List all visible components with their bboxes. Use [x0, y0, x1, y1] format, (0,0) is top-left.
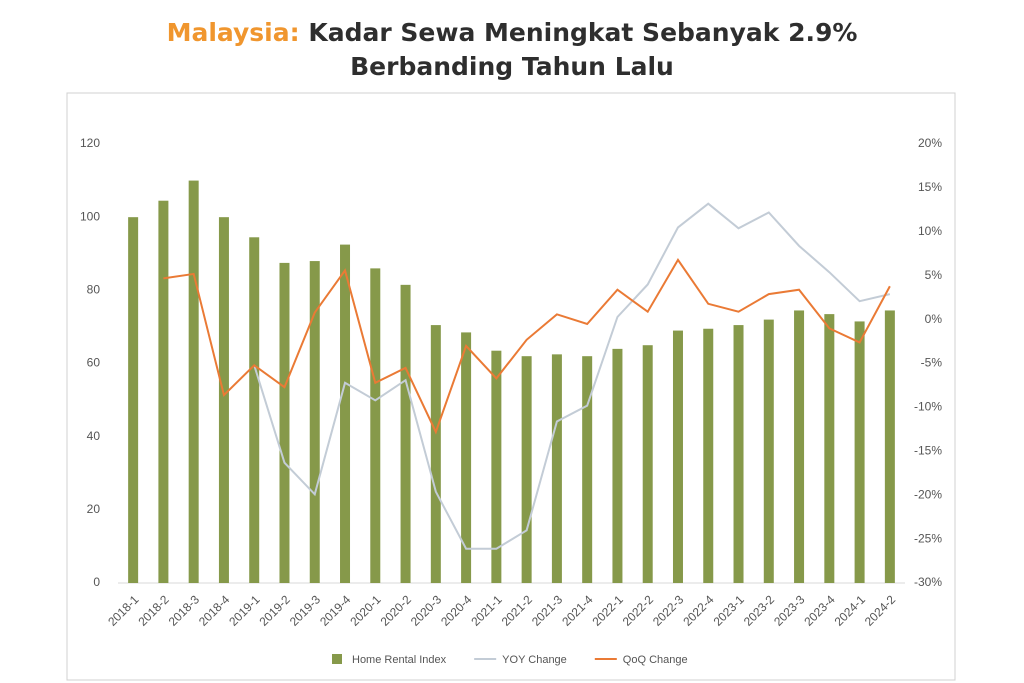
- legend-label: QoQ Change: [623, 654, 688, 666]
- bar: [491, 350, 502, 583]
- bar: [824, 314, 835, 583]
- bar: [370, 268, 381, 583]
- x-tick-label: 2019-4: [317, 592, 354, 629]
- bar: [188, 180, 199, 584]
- x-tick-label: 2022-2: [620, 592, 657, 629]
- x-tick-label: 2018-3: [166, 592, 203, 629]
- title-prefix: Malaysia:: [166, 18, 300, 47]
- bar: [400, 284, 411, 583]
- bar: [461, 332, 472, 583]
- x-tick-label: 2018-4: [196, 592, 233, 629]
- x-tick-label: 2018-2: [135, 592, 172, 629]
- line: [253, 202, 891, 550]
- x-tick-label: 2022-4: [680, 592, 717, 629]
- bar: [733, 325, 744, 583]
- y-tick-label: 40: [87, 429, 101, 443]
- bar: [521, 356, 532, 583]
- y2-tick-label: 20%: [918, 136, 942, 150]
- y2-tick-label: -5%: [921, 356, 943, 370]
- chart-frame: [66, 92, 956, 681]
- x-tick-label: 2022-3: [650, 592, 687, 629]
- bar: [340, 244, 351, 583]
- bar: [218, 217, 229, 583]
- x-tick-label: 2020-3: [408, 592, 445, 629]
- x-tick-label: 2020-1: [347, 592, 384, 629]
- y2-tick-label: 10%: [918, 224, 942, 238]
- y-tick-label: 0: [93, 575, 100, 589]
- bar: [703, 328, 714, 583]
- y2-tick-label: 5%: [925, 268, 943, 282]
- x-tick-label: 2024-2: [862, 592, 899, 629]
- y2-tick-label: -20%: [914, 487, 942, 501]
- title-text: Kadar Sewa Meningkat Sebanyak 2.9% Berba…: [308, 18, 858, 81]
- x-tick-label: 2021-4: [559, 592, 596, 629]
- x-tick-label: 2023-4: [801, 592, 838, 629]
- y2-tick-label: -15%: [914, 443, 942, 457]
- bar: [794, 310, 805, 583]
- bar: [158, 200, 169, 583]
- x-tick-label: 2019-1: [226, 592, 263, 629]
- x-tick-label: 2024-1: [832, 592, 869, 629]
- chart-title: Malaysia: Kadar Sewa Meningkat Sebanyak …: [92, 16, 932, 84]
- bar: [249, 237, 260, 583]
- bar: [430, 325, 441, 583]
- y-tick-label: 100: [80, 209, 100, 223]
- y2-tick-label: 15%: [918, 180, 942, 194]
- legend-label: YOY Change: [502, 654, 567, 666]
- bar: [279, 262, 290, 583]
- bar: [612, 348, 623, 583]
- bar: [672, 330, 683, 583]
- x-tick-label: 2020-2: [378, 592, 415, 629]
- legend-swatch: [332, 654, 342, 664]
- y2-tick-label: 0%: [925, 312, 943, 326]
- y-tick-label: 60: [87, 356, 101, 370]
- y-tick-label: 80: [87, 283, 101, 297]
- bar: [128, 217, 139, 583]
- bar: [642, 345, 653, 583]
- x-tick-label: 2019-2: [257, 592, 294, 629]
- x-tick-label: 2018-1: [105, 592, 142, 629]
- y-tick-label: 120: [80, 136, 100, 150]
- x-tick-label: 2021-2: [499, 592, 536, 629]
- bar: [854, 321, 865, 583]
- line: [163, 258, 891, 435]
- x-tick-label: 2020-4: [438, 592, 475, 629]
- bar: [309, 261, 320, 583]
- y2-tick-label: -30%: [914, 575, 942, 589]
- y2-tick-label: -10%: [914, 400, 942, 414]
- bar: [582, 356, 593, 583]
- bar: [763, 319, 774, 583]
- x-tick-label: 2023-2: [741, 592, 778, 629]
- x-tick-label: 2023-1: [711, 592, 748, 629]
- y2-tick-label: -25%: [914, 531, 942, 545]
- x-tick-label: 2022-1: [589, 592, 626, 629]
- y-tick-label: 20: [87, 502, 101, 516]
- x-tick-label: 2021-1: [468, 592, 505, 629]
- x-tick-label: 2019-3: [287, 592, 324, 629]
- x-tick-label: 2021-3: [529, 592, 566, 629]
- bar: [884, 310, 895, 583]
- bar: [551, 354, 562, 583]
- legend-label: Home Rental Index: [352, 654, 447, 666]
- x-tick-label: 2023-3: [771, 592, 808, 629]
